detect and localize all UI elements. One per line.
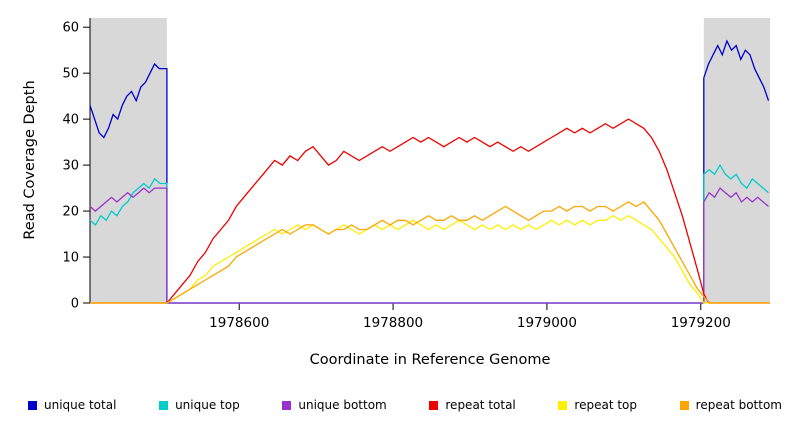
legend-label-unique-bottom: unique bottom [298,398,387,412]
legend-label-repeat-bottom: repeat bottom [695,398,782,412]
legend-swatch-unique-bottom [282,400,292,410]
svg-text:40: 40 [62,113,79,128]
legend-swatch-unique-top [159,400,169,410]
legend-swatch-unique-total [28,400,37,410]
legend-item-unique-top: unique top [159,398,240,412]
legend-swatch-repeat-top [558,400,568,410]
legend-swatch-repeat-bottom [679,400,689,410]
legend-swatch-repeat-total [429,400,439,410]
svg-text:20: 20 [62,205,79,220]
y-axis-label: Read Coverage Depth [22,80,38,240]
legend-label-unique-total: unique total [44,398,117,412]
chart-canvas: 0 10 20 30 40 50 60 1978600 1978800 1979000 197920… [62,18,770,331]
x-axis-label: Coordinate in Reference Genome [309,352,551,368]
svg-text:1979000: 1979000 [517,315,577,331]
legend-item-repeat-top: repeat top [558,398,637,412]
svg-text:30: 30 [62,159,79,174]
svg-text:1979200: 1979200 [671,315,731,331]
legend-item-unique-total: unique total [28,398,116,412]
svg-text:60: 60 [62,21,79,36]
svg-text:1978600: 1978600 [209,315,269,331]
legend-label-repeat-total: repeat total [445,398,516,412]
legend: unique total unique top unique bottom re… [28,398,782,412]
legend-item-unique-bottom: unique bottom [282,398,387,412]
svg-text:50: 50 [62,67,79,82]
legend-label-repeat-top: repeat top [574,398,638,412]
svg-text:1978800: 1978800 [363,315,423,331]
svg-text:0: 0 [71,297,79,312]
legend-item-repeat-total: repeat total [429,398,516,412]
legend-label-unique-top: unique top [175,398,240,412]
svg-text:10: 10 [62,251,79,266]
legend-item-repeat-bottom: repeat bottom [679,398,782,412]
